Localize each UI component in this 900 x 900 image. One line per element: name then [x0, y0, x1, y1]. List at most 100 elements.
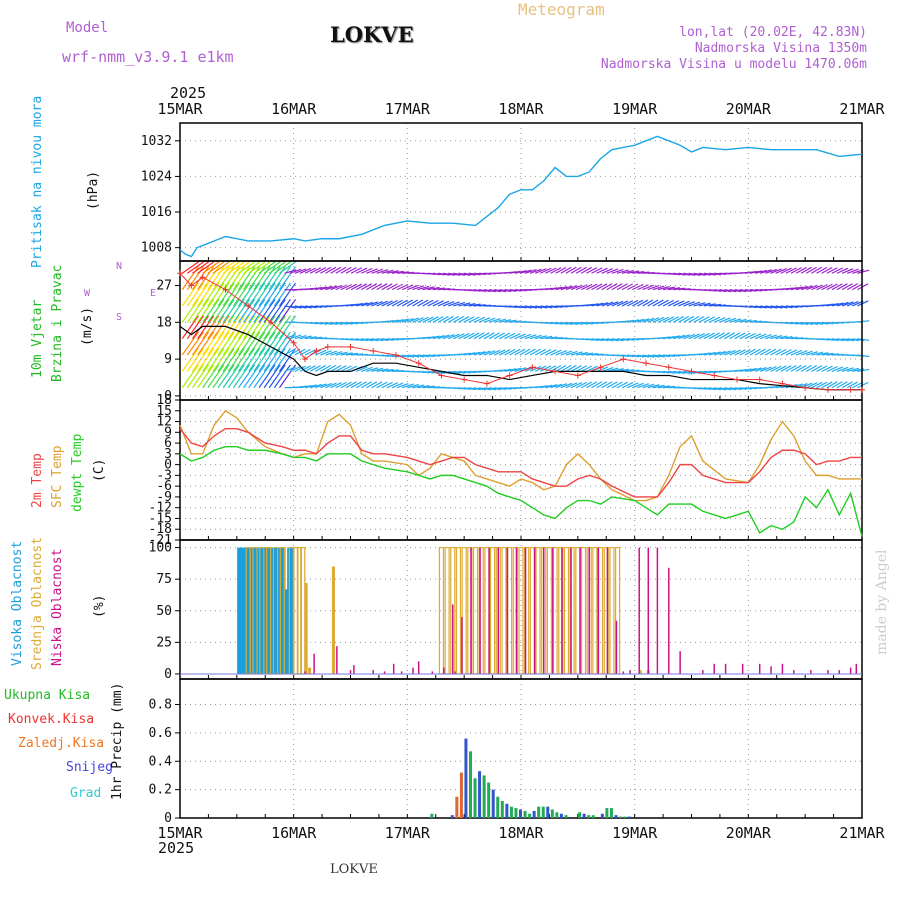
precip-bar	[459, 772, 463, 818]
wind-arrow	[724, 349, 736, 356]
wind-arrow	[310, 321, 323, 325]
wind-arrow	[422, 336, 435, 340]
wind-arrow	[801, 321, 814, 325]
wind-arrow	[310, 336, 323, 340]
x-tick-label-top: 18MAR	[498, 100, 544, 118]
wind-arrow	[555, 286, 568, 291]
wind-arrow	[232, 364, 250, 389]
cloud-bar-high	[247, 547, 252, 674]
wind-arrow	[647, 285, 660, 291]
wind-arrow	[263, 348, 281, 372]
wind-arrow	[811, 365, 823, 372]
wind-arrow	[842, 338, 855, 342]
wind-arrow	[483, 350, 496, 356]
wind-arrow	[207, 299, 225, 323]
wind-arrow	[596, 366, 609, 372]
wind-arrow	[192, 364, 210, 389]
model-name: wrf-nmm_v3.9.1 e1km	[62, 48, 234, 66]
wind-arrow	[278, 299, 297, 323]
wind-arrow	[294, 334, 307, 340]
wind-arrow	[350, 267, 363, 274]
wind-arrow	[402, 317, 414, 323]
wind-arrow	[668, 335, 681, 340]
wind-arrow	[381, 368, 394, 372]
wind-arrow	[816, 321, 829, 325]
wind-arrow	[616, 283, 628, 291]
wind-arrow	[627, 270, 640, 274]
wind-arrow	[222, 261, 240, 274]
wind-arrow	[212, 315, 230, 340]
wind-arrow	[714, 387, 727, 391]
wind-arrow	[749, 333, 762, 340]
wind-arrow	[309, 364, 321, 372]
precip-bar	[473, 778, 477, 818]
cloud-bar-low	[741, 663, 744, 674]
wind-arrow	[243, 315, 261, 340]
wind-arrow	[663, 385, 676, 389]
wind-arrow	[181, 315, 199, 340]
wind-arrow	[678, 315, 690, 323]
y-tick-label: -9	[156, 490, 172, 505]
wind-arrow	[504, 332, 516, 340]
wind-arrow	[197, 282, 215, 307]
wind-arrow	[657, 286, 670, 291]
wind-arrow	[586, 338, 599, 342]
cloud-bar-mid	[331, 566, 335, 674]
wind-arrow	[586, 321, 599, 325]
wind-arrow	[673, 272, 686, 276]
wind-arrow	[315, 383, 327, 389]
wind-arrow	[268, 364, 286, 389]
wind-arrow	[652, 384, 665, 389]
wind-arrow	[509, 305, 522, 309]
wind-arrow	[709, 303, 722, 307]
wind-arrow	[248, 364, 266, 389]
precip-bar	[591, 815, 595, 818]
precip-bar	[468, 751, 472, 818]
wind-arrow	[749, 348, 761, 356]
wind-arrow	[760, 366, 772, 372]
wind-arrow	[698, 387, 711, 391]
wind-arrow	[698, 302, 711, 307]
wind-arrow	[304, 305, 317, 309]
wind-arrow	[401, 284, 414, 291]
cloud-bar-low	[713, 663, 715, 674]
wind-arrow	[586, 381, 598, 389]
wind-arrow	[524, 269, 537, 274]
wind-arrow	[396, 318, 409, 323]
wind-arrow	[627, 319, 640, 323]
wind-arrow	[422, 299, 434, 307]
y-tick-label: 100	[149, 541, 172, 556]
wind-arrow	[688, 272, 701, 276]
wind-arrow	[417, 316, 429, 323]
wind-arrow	[621, 382, 634, 389]
wind-arrow	[734, 289, 747, 293]
y-tick-label: 9	[164, 425, 172, 440]
wind-arrow	[698, 332, 710, 340]
wind-arrow	[652, 285, 665, 291]
wind-arrow	[739, 289, 752, 293]
precip-legend-freezing: Zaledj.Kisa	[18, 736, 105, 751]
wind-arrow	[263, 261, 281, 274]
wind-arrow	[535, 335, 548, 340]
wind-arrow	[509, 320, 522, 323]
wind-arrow	[232, 331, 250, 356]
wind-arrow	[366, 268, 378, 274]
cloud-bar-low	[588, 547, 590, 674]
wind-arrow	[243, 331, 261, 356]
wind-arrow	[626, 299, 639, 307]
precip-bar	[532, 810, 536, 818]
wind-arrow	[673, 300, 685, 307]
wind-arrow	[709, 387, 722, 391]
wind-arrow	[765, 348, 777, 356]
wind-arrow	[688, 333, 700, 340]
wind-arrow	[719, 387, 732, 391]
wind-arrow	[432, 287, 445, 291]
wind-arrow	[673, 315, 685, 323]
wind-arrow	[708, 332, 720, 340]
cloud-bar-mid	[455, 546, 462, 675]
wind-arrow	[509, 289, 522, 292]
wind-arrow	[273, 364, 291, 389]
wind-arrow	[212, 261, 230, 274]
x-tick-label-bottom: 16MAR	[271, 824, 317, 842]
wind-arrow	[304, 365, 316, 372]
